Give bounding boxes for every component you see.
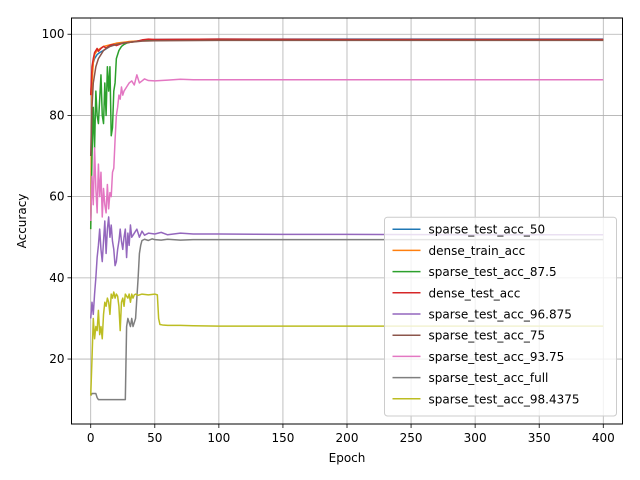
- series-line-sparse_test_acc_full: [90, 238, 604, 401]
- x-tick-label: 400: [592, 431, 615, 445]
- x-tick-label: 300: [464, 431, 487, 445]
- series-line-sparse_test_acc_75: [89, 39, 604, 157]
- legend: sparse_test_acc_50 dense_train_acc sparse_…: [384, 216, 617, 417]
- x-tick-label: 150: [271, 431, 294, 445]
- legend-label: sparse_test_acc_96.875: [429, 308, 572, 322]
- legend-label: sparse_test_acc_98.4375: [429, 392, 580, 406]
- legend-box: [384, 216, 617, 417]
- legend-label: sparse_test_acc_75: [429, 329, 546, 343]
- axis-ticks: 0 50 100 150 200 250 300 350 400 20 40 60 80 100: [42, 27, 615, 445]
- x-tick-label: 0: [87, 431, 95, 445]
- series-line-sparse_test_acc_98.4375: [89, 291, 604, 396]
- x-tick-label: 350: [528, 431, 551, 445]
- legend-label: sparse_test_acc_50: [429, 223, 546, 237]
- x-tick-label: 50: [147, 431, 162, 445]
- x-axis-label: Epoch: [329, 451, 366, 465]
- legend-label: dense_test_acc: [429, 286, 521, 300]
- legend-label: sparse_test_acc_93.75: [429, 350, 565, 364]
- y-tick-label: 80: [49, 108, 64, 122]
- y-tick-label: 40: [49, 271, 64, 285]
- x-tick-label: 200: [336, 431, 359, 445]
- legend-label: dense_train_acc: [429, 244, 526, 258]
- x-tick-label: 100: [207, 431, 230, 445]
- series-line-sparse_test_acc_93.75: [89, 74, 604, 222]
- series-lines: [89, 38, 604, 401]
- series-line-sparse_test_acc_96.875: [89, 216, 604, 319]
- series-line-dense_test_acc: [89, 38, 604, 96]
- y-axis-label: Accuracy: [15, 194, 29, 249]
- x-tick-label: 250: [400, 431, 423, 445]
- y-tick-label: 100: [42, 27, 65, 41]
- legend-label: sparse_test_acc_full: [429, 371, 549, 385]
- y-tick-label: 20: [49, 352, 64, 366]
- legend-label: sparse_test_acc_87.5: [429, 265, 557, 279]
- y-tick-label: 60: [49, 190, 64, 204]
